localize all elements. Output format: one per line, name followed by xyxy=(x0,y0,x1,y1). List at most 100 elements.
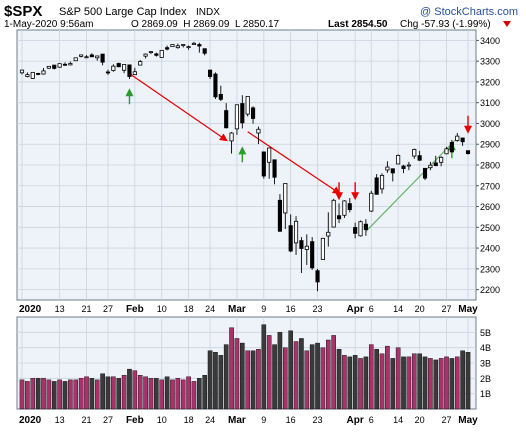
candle-body xyxy=(261,151,266,177)
candle xyxy=(304,234,309,265)
x-tick-label: 21 xyxy=(81,415,91,425)
volume-bar xyxy=(460,350,465,410)
candle-body xyxy=(154,53,159,56)
x-tick-label: 6 xyxy=(369,304,374,314)
candles-layer xyxy=(19,41,471,292)
candle xyxy=(379,173,385,194)
price-tick-label: 3300 xyxy=(480,57,500,67)
price-x-axis-labels: 2020 13 21 27 Feb 10 18 24 Mar 9 16 23 Apr 6 14 20 27 May xyxy=(19,304,478,315)
candle xyxy=(143,53,148,59)
candle xyxy=(315,268,320,292)
volume-bar xyxy=(143,376,148,410)
volume-bar xyxy=(444,356,449,410)
x-tick-label: 13 xyxy=(55,304,65,314)
price-tick-label: 2500 xyxy=(480,223,500,233)
candle xyxy=(256,126,261,145)
volume-bar xyxy=(154,378,159,410)
candle-body xyxy=(148,51,154,53)
volume-bar xyxy=(385,345,390,410)
candle-body xyxy=(422,167,428,179)
candle-body xyxy=(159,49,164,58)
volume-tick-label: 3B xyxy=(480,359,491,369)
candle xyxy=(310,237,315,270)
candle xyxy=(283,183,288,229)
price-tick-label: 2700 xyxy=(480,181,500,191)
candle-body xyxy=(428,164,433,169)
candle-body xyxy=(353,227,358,234)
candle-body xyxy=(379,174,385,190)
candle-body xyxy=(127,64,132,77)
volume-bar xyxy=(197,378,202,410)
volume-bar xyxy=(30,378,36,410)
candle xyxy=(288,214,293,253)
candle xyxy=(181,44,186,48)
volume-bar xyxy=(336,349,342,410)
candle xyxy=(84,55,89,59)
x-tick-label: 2020 xyxy=(19,304,42,315)
candle-body xyxy=(41,70,46,75)
candle-body xyxy=(417,155,422,161)
x-tick-label: 6 xyxy=(369,415,374,425)
volume-bar xyxy=(342,355,347,410)
price-tick-label: 2600 xyxy=(480,202,500,212)
candle-body xyxy=(100,53,105,63)
candle xyxy=(336,203,342,224)
volume-bar xyxy=(304,350,310,410)
volume-bar xyxy=(363,356,369,410)
volume-bar xyxy=(78,378,84,410)
candle xyxy=(320,237,325,260)
candle xyxy=(127,64,132,80)
candle-body xyxy=(170,44,175,48)
volume-bar xyxy=(309,344,315,410)
x-tick-label: 23 xyxy=(313,304,323,314)
x-tick-label: Apr xyxy=(347,415,364,426)
candle xyxy=(148,51,154,55)
volume-bar xyxy=(35,378,41,410)
volume-tick-label: 5B xyxy=(480,328,491,338)
candle-body xyxy=(369,192,374,212)
price-tick-label: 2400 xyxy=(480,244,500,254)
candle xyxy=(390,168,395,182)
volume-bars-layer xyxy=(19,324,471,410)
volume-bar xyxy=(374,349,379,410)
candle xyxy=(165,45,170,51)
candle xyxy=(444,146,449,155)
candle xyxy=(267,147,272,179)
volume-bar xyxy=(438,358,444,410)
price-tick-label: 2200 xyxy=(480,285,500,295)
candle xyxy=(68,61,73,66)
candle xyxy=(326,212,331,247)
volume-bar xyxy=(111,376,116,410)
volume-bar xyxy=(41,378,46,410)
volume-bar xyxy=(411,353,417,410)
candle-body xyxy=(132,71,137,76)
volume-bar xyxy=(121,375,127,410)
volume-bar xyxy=(51,381,57,410)
candle-body xyxy=(250,107,256,119)
candle-body xyxy=(293,220,299,244)
candle-body xyxy=(449,141,454,153)
candle xyxy=(406,161,411,171)
candle xyxy=(57,63,62,68)
price-tick-label: 2900 xyxy=(480,140,500,150)
volume-bar xyxy=(368,344,374,410)
x-tick-label: 27 xyxy=(441,415,451,425)
volume-bar xyxy=(68,379,73,410)
candle-body xyxy=(304,245,309,250)
volume-bar xyxy=(223,344,229,410)
candle xyxy=(465,150,471,155)
candle-body xyxy=(374,177,379,195)
volume-bar xyxy=(401,356,406,410)
candle-body xyxy=(165,47,170,50)
volume-bar xyxy=(325,339,331,410)
candle-body xyxy=(25,74,30,77)
candle-body xyxy=(36,73,41,75)
x-tick-label: 20 xyxy=(415,415,425,425)
candle xyxy=(186,45,191,50)
candle xyxy=(422,167,428,181)
candle-body xyxy=(62,63,68,66)
candle-body xyxy=(181,44,186,46)
volume-bar xyxy=(213,352,218,410)
volume-bar xyxy=(116,378,122,410)
